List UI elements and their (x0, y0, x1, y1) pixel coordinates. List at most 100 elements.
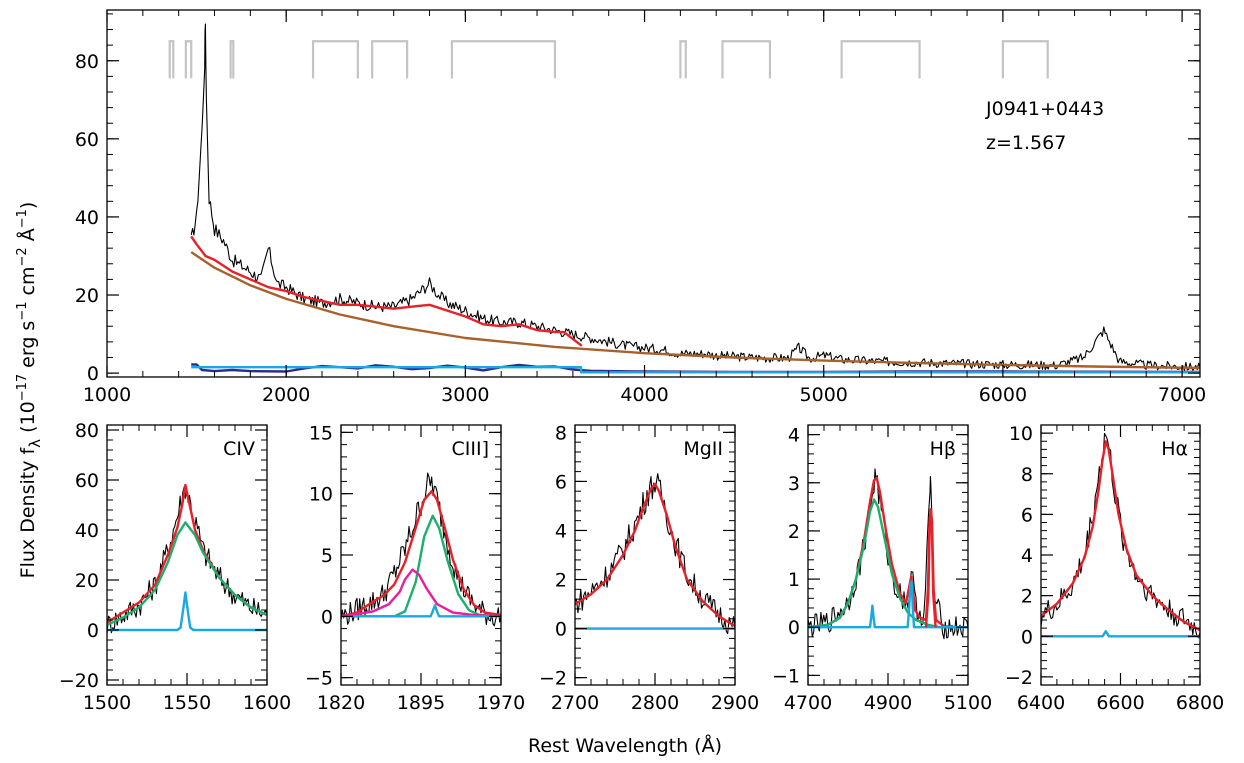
annotation-0: J0941+0443 (985, 98, 1104, 120)
y-tick-label: 8 (555, 422, 567, 444)
x-tick-label: 3000 (441, 384, 489, 406)
ticks: 4700 4900 5100 −1 0 1 2 3 4 (772, 424, 992, 714)
panel-civ: 1500 1550 1600 −20 0 20 40 60 80 CIV (59, 420, 291, 714)
y-tick-label: 0 (555, 619, 567, 641)
series-total-model (575, 482, 735, 628)
window-mark-8 (840, 40, 921, 79)
window-marks (168, 40, 1049, 79)
ticks: 1500 1550 1600 −20 0 20 40 60 80 (59, 420, 291, 714)
ticks: 6400 6600 6800 −2 0 2 4 6 8 10 (1005, 423, 1224, 714)
x-tick-label: 6000 (979, 384, 1027, 406)
y-tick-label: 0 (321, 606, 333, 628)
y-tick-label: 40 (75, 520, 99, 542)
x-tick-label: 4000 (620, 384, 668, 406)
x-tick-label: 2000 (262, 384, 310, 406)
series-group (575, 473, 735, 635)
y-tick-label: 40 (75, 207, 99, 229)
y-tick-label: 1 (788, 569, 800, 591)
y-tick-label: 80 (75, 420, 99, 442)
x-tick-label: 4700 (784, 692, 832, 714)
y-tick-label: 2 (788, 521, 800, 543)
y-tick-label: 80 (75, 51, 99, 73)
series-group (341, 472, 501, 627)
panel-line-label: CIV (223, 438, 255, 460)
ticks: 1820 1895 1970 −5 0 5 10 15 (305, 422, 525, 714)
y-tick-label: 20 (75, 570, 99, 592)
ticks: 1000 2000 3000 4000 5000 6000 7000 0 20 40 60 80 (75, 10, 1206, 406)
x-tick-label: 1820 (317, 692, 365, 714)
y-tick-label: 0 (87, 620, 99, 642)
y-tick-label: 0 (87, 363, 99, 385)
x-tick-label: 6800 (1176, 692, 1224, 714)
series-group (107, 483, 267, 634)
panel-full-spectrum: 1000 2000 3000 4000 5000 6000 7000 0 20 40 60 80 J09… (75, 9, 1206, 406)
x-tick-label: 7000 (1158, 384, 1206, 406)
y-tick-label: 4 (788, 425, 800, 447)
annotation-1: z=1.567 (986, 132, 1066, 154)
panels-group: 1000 2000 3000 4000 5000 6000 7000020406080J09… (59, 9, 1224, 714)
window-mark-7 (721, 40, 772, 79)
y-tick-label: 4 (1021, 545, 1033, 567)
series-narrow-component (1041, 630, 1200, 638)
window-mark-2 (229, 40, 235, 79)
window-mark-9 (1001, 40, 1049, 79)
window-mark-1 (184, 40, 193, 79)
y-tick-label: −5 (305, 668, 333, 690)
y-tick-label: −2 (539, 668, 567, 690)
y-tick-label: 6 (1021, 504, 1033, 526)
y-tick-label: 60 (75, 470, 99, 492)
x-tick-label: 5100 (944, 692, 992, 714)
y-tick-label: 4 (555, 520, 567, 542)
series-group (808, 468, 968, 640)
y-tick-label: −20 (59, 670, 99, 692)
series-narrow-component (341, 604, 501, 618)
x-tick-label: 5000 (800, 384, 848, 406)
plot-frame (106, 9, 1201, 378)
series-narrow-component (107, 591, 267, 632)
series-power-law-continuum (190, 251, 1200, 370)
panel-halpha: 6400 6600 6800 −2 0 2 4 6 8 10 Hα (1005, 423, 1224, 714)
y-tick-label: 0 (1021, 626, 1033, 648)
x-axis-title: Rest Wavelength (Å) (528, 734, 722, 757)
x-tick-label: 2900 (711, 692, 759, 714)
panel-hbeta: 4700 4900 5100 −1 0 1 2 3 4 Hβ (772, 424, 992, 714)
y-tick-label: 6 (555, 471, 567, 493)
panel-mgii: 2700 2800 2900 −2 0 2 4 6 8 MgII (539, 422, 759, 714)
series-broad-component (341, 514, 501, 618)
y-tick-label: 0 (788, 617, 800, 639)
x-tick-label: 4900 (864, 692, 912, 714)
window-mark-0 (168, 40, 175, 79)
series-data (575, 473, 735, 635)
window-mark-6 (679, 40, 687, 79)
window-mark-5 (450, 40, 557, 79)
panel-line-label: Hα (1161, 438, 1188, 460)
series-second-component (341, 568, 501, 618)
series-total-model (1041, 440, 1200, 632)
series-oiii-5007 (924, 510, 937, 628)
plot-frame (1040, 424, 1201, 686)
plot-frame (106, 424, 268, 686)
window-mark-4 (371, 40, 409, 79)
x-tick-label: 1895 (397, 692, 445, 714)
series-group (1041, 432, 1200, 639)
series-broad-component (808, 498, 968, 629)
x-tick-label: 1600 (243, 692, 291, 714)
x-tick-label: 2700 (551, 692, 599, 714)
series-broad-component (107, 521, 267, 627)
y-tick-label: 2 (1021, 586, 1033, 608)
y-tick-label: −1 (772, 665, 800, 687)
series-total-model (190, 235, 583, 347)
y-tick-label: 8 (1021, 464, 1033, 486)
x-tick-label: 2800 (631, 692, 679, 714)
y-tick-label: 60 (75, 129, 99, 151)
y-tick-label: 5 (321, 545, 333, 567)
panel-line-label: Hβ (930, 438, 956, 460)
x-tick-label: 6600 (1096, 692, 1144, 714)
x-tick-label: 1000 (83, 384, 131, 406)
plot-frame (574, 424, 736, 686)
x-tick-label: 6400 (1017, 692, 1065, 714)
series-narrow-hbeta (808, 580, 968, 629)
series-balmer-continuum (191, 366, 1200, 374)
y-tick-label: 10 (309, 484, 333, 506)
